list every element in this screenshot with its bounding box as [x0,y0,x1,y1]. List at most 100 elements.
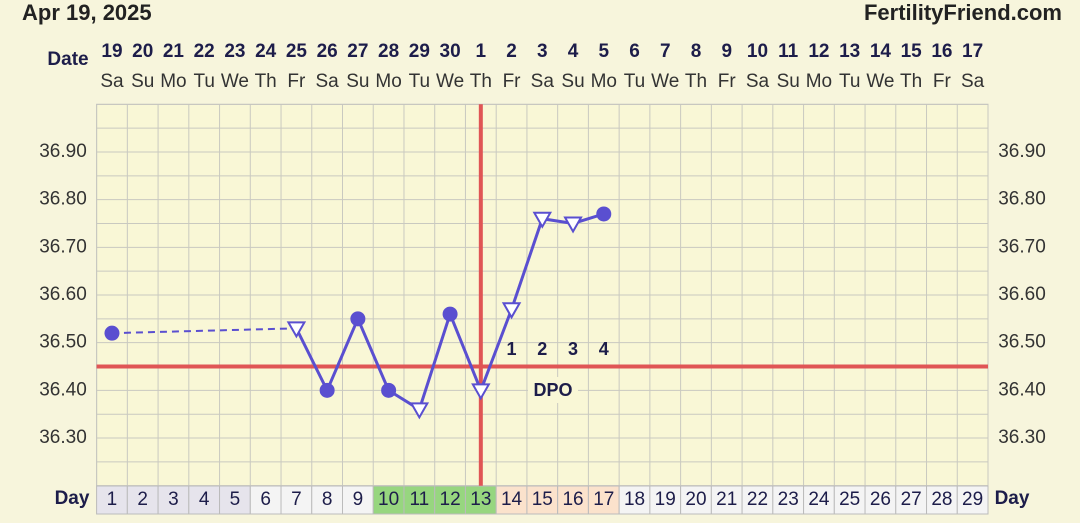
y-tick-label: 36.40 [998,379,1046,400]
day-cell [403,485,436,515]
day-cell [557,485,589,515]
day-number: 2 [137,489,148,510]
day-number: 5 [230,489,241,510]
y-tick-label: 36.30 [39,427,87,448]
weekday-label: Su [777,71,800,92]
day-number: 22 [747,489,768,510]
weekday-label: Su [346,71,369,92]
date-label: 17 [962,41,983,62]
date-label: 23 [224,41,245,62]
date-label: 2 [506,41,517,62]
y-tick-label: 36.90 [39,141,87,162]
day-number: 19 [655,489,676,510]
weekday-label: Mo [375,71,401,92]
weekday-label: Fr [718,71,737,92]
date-label: 5 [598,41,609,62]
temp-marker [442,306,458,322]
y-tick-label: 36.50 [39,332,87,353]
day-number: 23 [778,489,799,510]
day-cell [157,485,190,515]
weekday-label: Sa [961,71,985,92]
day-number: 3 [168,489,179,510]
date-label: 22 [194,41,215,62]
weekday-label: Mo [806,71,832,92]
y-tick-label: 36.80 [998,189,1046,210]
y-tick-label: 36.60 [39,284,87,305]
date-label: 30 [440,41,461,62]
temp-marker [104,325,120,341]
weekday-label: Tu [839,71,860,92]
dpo-label: DPO [533,380,572,400]
temp-marker [350,311,366,327]
weekday-label: Tu [624,71,645,92]
date-label: 28 [378,41,399,62]
day-number: 6 [260,489,271,510]
temp-marker [596,206,612,222]
chart-date: Apr 19, 2025 [22,0,152,25]
date-label: 6 [629,41,640,62]
y-tick-label: 36.50 [998,332,1046,353]
weekday-label: Th [685,71,707,92]
day-number: 9 [353,489,364,510]
day-cell [219,485,251,515]
date-label: 3 [537,41,548,62]
day-label: Day [995,488,1030,509]
y-tick-label: 36.80 [39,189,87,210]
temp-marker [532,211,553,229]
dpo-number: 4 [599,339,609,359]
dpo-number: 2 [537,339,547,359]
weekday-label: We [221,71,249,92]
day-cell [680,485,712,515]
temp-marker [319,382,335,398]
date-label: 12 [808,41,829,62]
day-cell [526,485,559,515]
weekday-label: We [436,71,464,92]
temp-marker [563,216,583,234]
day-number: 28 [931,489,952,510]
day-cell [772,485,805,515]
day-cell [464,485,497,515]
day-cell [96,485,128,515]
day-number: 24 [808,489,830,510]
temp-marker [381,382,397,398]
date-label: 4 [568,41,579,62]
date-label: 7 [660,41,671,62]
weekday-label: Sa [531,71,555,92]
day-cell [864,485,897,515]
day-cell [249,485,282,515]
day-cell [803,485,835,515]
date-label: 25 [286,41,308,62]
y-tick-label: 36.70 [39,236,87,257]
weekday-label: Sa [316,71,340,92]
day-number: 18 [624,489,645,510]
dpo-bg [528,377,578,403]
day-number: 13 [470,489,491,510]
weekday-label: We [651,71,679,92]
weekday-label: Su [561,71,584,92]
weekday-label: Th [255,71,277,92]
day-number: 17 [593,489,614,510]
date-label: 9 [721,41,732,62]
day-number: 4 [199,489,210,510]
day-cell [434,485,466,515]
day-number: 29 [962,489,983,510]
day-number: 14 [501,489,523,510]
day-number: 21 [716,489,737,510]
day-cell [741,485,774,515]
weekday-label: Th [470,71,492,92]
day-cell [587,485,620,515]
date-label: 8 [691,41,702,62]
date-label: 26 [317,41,338,62]
y-tick-label: 36.70 [998,236,1046,257]
weekday-label: Su [131,71,154,92]
date-label: 20 [132,41,153,62]
day-number: 7 [291,489,302,510]
site-name: FertilityFriend.com [864,0,1062,25]
date-label: 16 [931,41,952,62]
y-tick-label: 36.90 [998,141,1046,162]
gap-line [111,327,297,335]
date-label: 13 [839,41,860,62]
date-label: 11 [778,41,799,62]
date-label: 19 [101,41,122,62]
